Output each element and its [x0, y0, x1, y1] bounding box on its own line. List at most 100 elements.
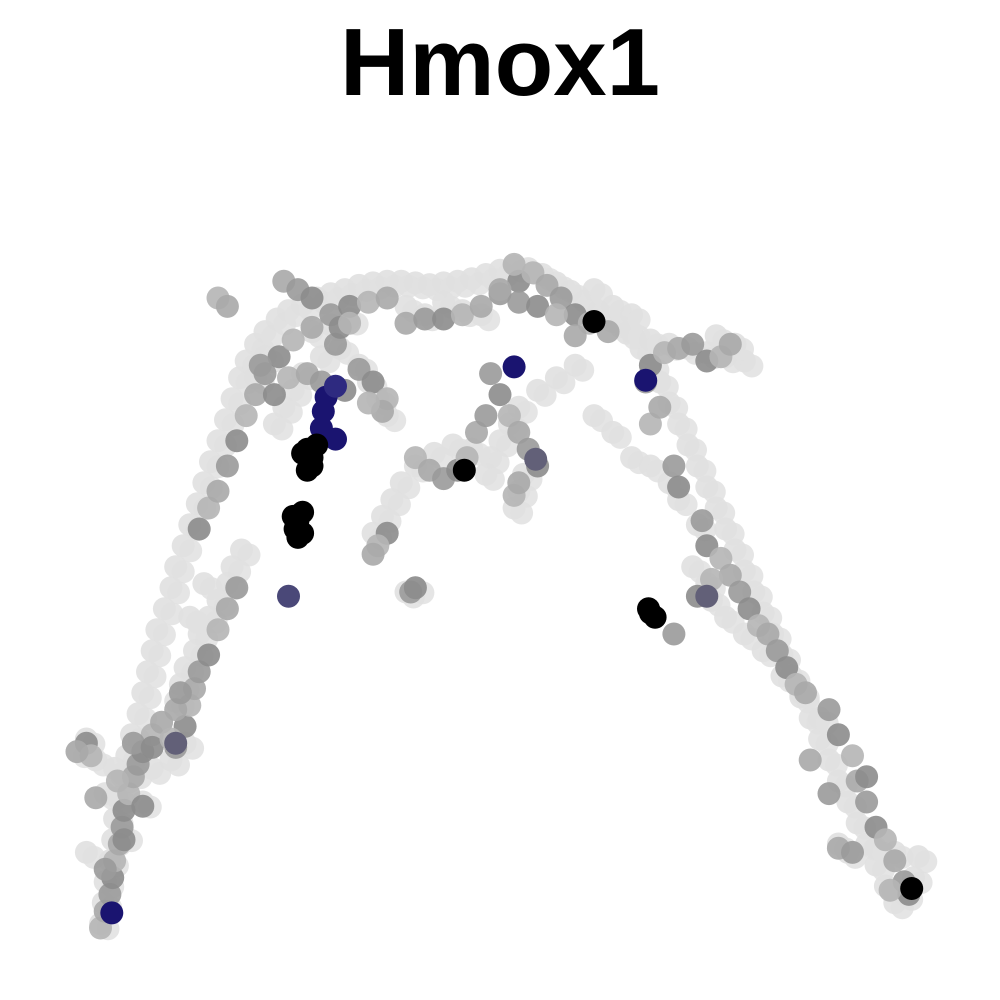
background-points-layer	[65, 254, 938, 941]
data-point-mid	[215, 454, 239, 478]
data-point-mid	[432, 307, 456, 331]
data-point-low	[571, 358, 595, 382]
data-point-mid	[281, 328, 305, 352]
data-point-mid	[206, 618, 230, 642]
data-point-high	[311, 399, 335, 423]
high-expression-points-layer	[100, 310, 924, 925]
data-point-high	[900, 877, 924, 900]
data-point-mid	[507, 420, 531, 444]
data-point-mid	[873, 828, 897, 852]
data-point-mid	[361, 370, 385, 394]
data-point-mid	[841, 744, 864, 768]
data-point-mid	[105, 769, 129, 793]
data-point-mid	[718, 332, 742, 356]
mid-points-layer	[65, 252, 921, 940]
data-point-mid	[187, 517, 211, 541]
data-point-mid	[544, 303, 568, 327]
data-point-mid	[507, 290, 531, 314]
data-point-mid	[413, 307, 437, 331]
data-point-mid	[488, 278, 512, 302]
data-point-mid	[507, 471, 531, 495]
data-point-mid	[197, 643, 221, 667]
data-point-low	[237, 543, 261, 567]
data-point-high	[295, 458, 319, 482]
data-point-low	[167, 581, 190, 605]
data-point-high	[324, 427, 347, 451]
data-point-mid	[225, 429, 249, 453]
data-point-low	[138, 686, 162, 710]
data-point-mid	[262, 383, 286, 407]
data-point-low	[179, 539, 203, 563]
data-point-mid	[131, 794, 155, 818]
data-point-mid	[479, 362, 503, 386]
data-point-low	[143, 665, 167, 689]
data-point-low	[608, 425, 632, 449]
data-point-mid	[244, 383, 268, 407]
data-point-mid	[878, 878, 902, 902]
data-point-mid	[563, 324, 587, 348]
data-point-low	[185, 610, 209, 634]
data-point-low	[397, 476, 421, 500]
data-point-mid	[737, 597, 761, 621]
data-point-mid	[65, 740, 89, 764]
data-point-mid	[497, 404, 521, 428]
data-point-mid	[667, 475, 691, 499]
data-point-mid	[728, 580, 752, 604]
data-point-mid	[765, 639, 789, 663]
data-point-mid	[187, 660, 211, 684]
data-point-high	[324, 374, 347, 398]
data-point-mid	[883, 849, 907, 873]
data-point-mid	[502, 252, 526, 276]
data-point-high	[502, 355, 526, 379]
data-point-mid	[794, 681, 817, 705]
data-point-low	[481, 467, 505, 491]
data-point-low	[740, 354, 764, 378]
data-point-high	[291, 521, 315, 545]
data-point-high	[524, 447, 548, 471]
data-point-mid	[638, 412, 662, 436]
data-point-mid	[855, 765, 879, 789]
data-point-low	[674, 493, 698, 517]
data-point-mid	[206, 479, 230, 503]
data-point-low	[914, 850, 938, 874]
data-point-mid	[855, 790, 879, 814]
data-point-low	[270, 417, 294, 441]
data-point-low	[171, 560, 195, 584]
data-point-high	[291, 500, 315, 524]
data-point-mid	[215, 294, 239, 318]
data-point-mid	[267, 345, 291, 369]
data-point-low	[627, 308, 651, 332]
data-point-low	[279, 400, 303, 424]
data-point-mid	[488, 383, 512, 407]
data-point-high	[277, 584, 300, 608]
data-point-mid	[121, 731, 145, 755]
data-point-mid	[140, 735, 164, 759]
data-point-mid	[469, 294, 493, 318]
data-point-high	[100, 901, 124, 925]
data-point-mid	[338, 294, 362, 318]
data-point-mid	[662, 622, 686, 646]
data-point-low	[148, 644, 172, 668]
data-point-high	[164, 731, 188, 755]
data-point-mid	[709, 546, 733, 570]
data-point-mid	[361, 542, 385, 566]
data-point-high	[305, 433, 329, 457]
data-point-mid	[215, 597, 239, 621]
data-point-low	[317, 350, 341, 374]
data-point-mid	[225, 576, 249, 600]
data-point-mid	[277, 366, 300, 390]
data-point-high	[637, 597, 660, 621]
data-point-mid	[817, 698, 841, 722]
data-point-mid	[338, 311, 362, 335]
data-point-mid	[300, 286, 324, 310]
data-point-high	[634, 368, 658, 392]
data-point-low	[533, 383, 557, 407]
data-point-mid	[662, 454, 686, 478]
data-point-mid	[681, 332, 705, 356]
data-point-mid	[450, 303, 474, 327]
data-point-low	[387, 493, 411, 517]
data-point-mid	[474, 404, 498, 428]
data-point-mid	[690, 509, 714, 533]
data-point-mid	[197, 496, 221, 520]
